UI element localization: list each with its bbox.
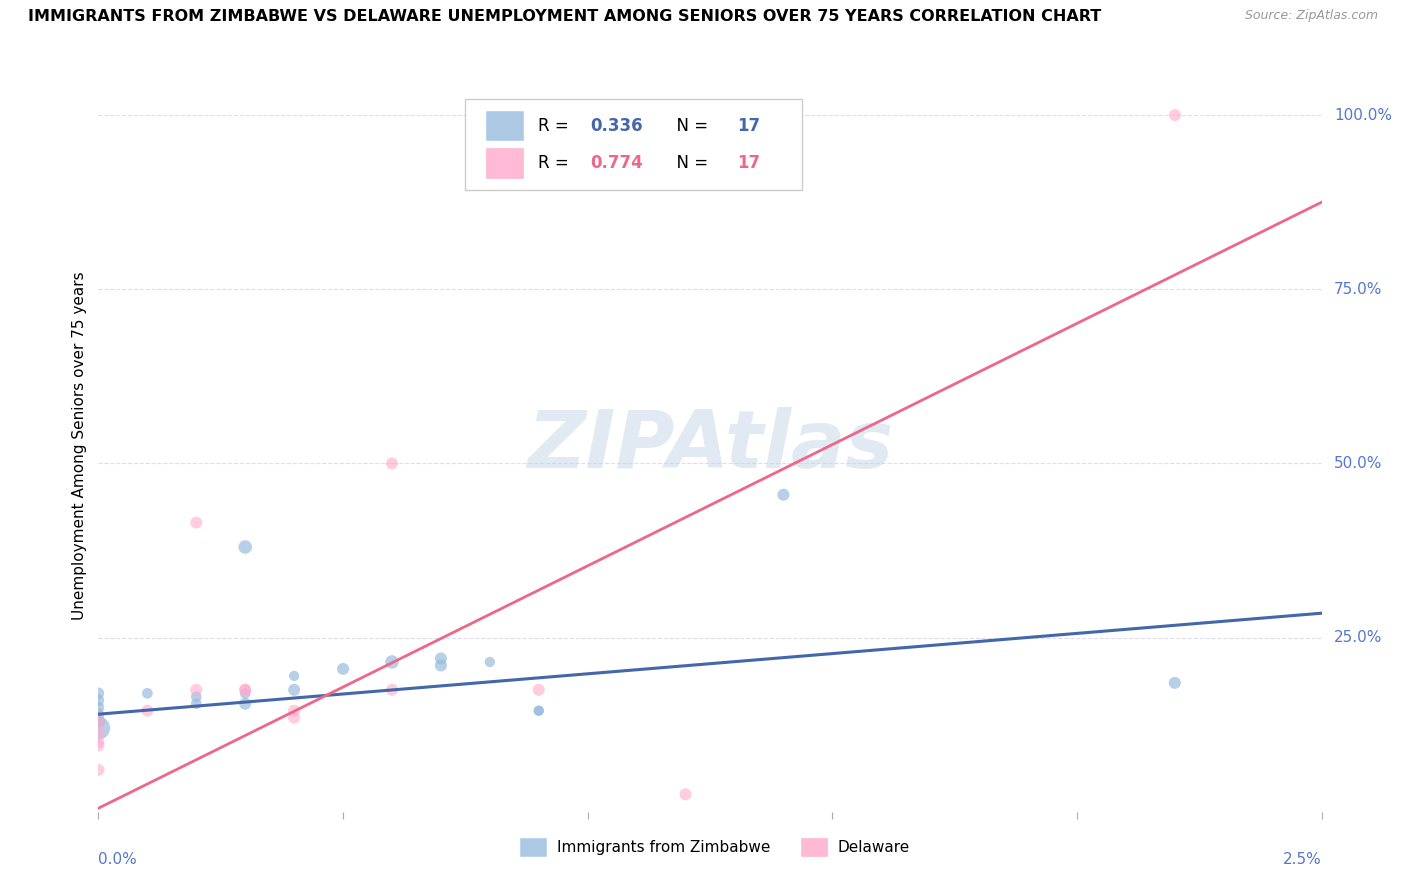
Text: 17: 17 <box>737 117 761 135</box>
Y-axis label: Unemployment Among Seniors over 75 years: Unemployment Among Seniors over 75 years <box>72 272 87 620</box>
Point <box>430 658 453 673</box>
Text: ZIPAtlas: ZIPAtlas <box>527 407 893 485</box>
Text: 0.0%: 0.0% <box>98 852 138 867</box>
Point <box>186 690 208 704</box>
Point <box>283 669 305 683</box>
Text: 0.336: 0.336 <box>591 117 643 135</box>
Text: 50.0%: 50.0% <box>1334 456 1382 471</box>
Point <box>332 662 354 676</box>
Text: 0.774: 0.774 <box>591 154 643 172</box>
Point <box>233 697 256 711</box>
Point <box>87 707 110 722</box>
Point <box>233 686 256 700</box>
Point <box>1164 676 1187 690</box>
Point <box>478 655 501 669</box>
Point <box>381 457 404 471</box>
FancyBboxPatch shape <box>486 111 523 140</box>
Point <box>233 682 256 697</box>
Point <box>87 721 110 735</box>
Point <box>675 787 697 801</box>
Point <box>1164 108 1187 122</box>
Point <box>381 655 404 669</box>
Point <box>186 682 208 697</box>
Point <box>186 516 208 530</box>
Point <box>136 686 159 700</box>
Text: R =: R = <box>537 154 574 172</box>
Point <box>87 693 110 707</box>
Point <box>283 682 305 697</box>
Text: 17: 17 <box>737 154 761 172</box>
Text: N =: N = <box>666 154 713 172</box>
Text: 100.0%: 100.0% <box>1334 108 1392 122</box>
Text: Source: ZipAtlas.com: Source: ZipAtlas.com <box>1244 9 1378 22</box>
FancyBboxPatch shape <box>465 99 801 190</box>
Point <box>233 682 256 697</box>
Point <box>283 704 305 718</box>
Point <box>87 763 110 777</box>
Point <box>772 488 794 502</box>
Point <box>87 700 110 714</box>
Point <box>87 739 110 753</box>
Point <box>87 714 110 728</box>
Text: IMMIGRANTS FROM ZIMBABWE VS DELAWARE UNEMPLOYMENT AMONG SENIORS OVER 75 YEARS CO: IMMIGRANTS FROM ZIMBABWE VS DELAWARE UNE… <box>28 9 1101 24</box>
Point <box>381 682 404 697</box>
Point <box>87 686 110 700</box>
Point <box>527 682 550 697</box>
Text: N =: N = <box>666 117 713 135</box>
Point <box>87 735 110 749</box>
Point <box>87 724 110 739</box>
Point <box>186 697 208 711</box>
Text: 2.5%: 2.5% <box>1282 852 1322 867</box>
Point <box>87 714 110 728</box>
Point <box>283 711 305 725</box>
Point <box>430 651 453 665</box>
Text: Immigrants from Zimbabwe: Immigrants from Zimbabwe <box>557 840 770 855</box>
Text: 25.0%: 25.0% <box>1334 630 1382 645</box>
Point <box>527 704 550 718</box>
Text: Delaware: Delaware <box>838 840 910 855</box>
Point <box>233 540 256 554</box>
Point <box>527 704 550 718</box>
Text: 75.0%: 75.0% <box>1334 282 1382 297</box>
Text: R =: R = <box>537 117 574 135</box>
Point <box>136 704 159 718</box>
FancyBboxPatch shape <box>486 148 523 178</box>
